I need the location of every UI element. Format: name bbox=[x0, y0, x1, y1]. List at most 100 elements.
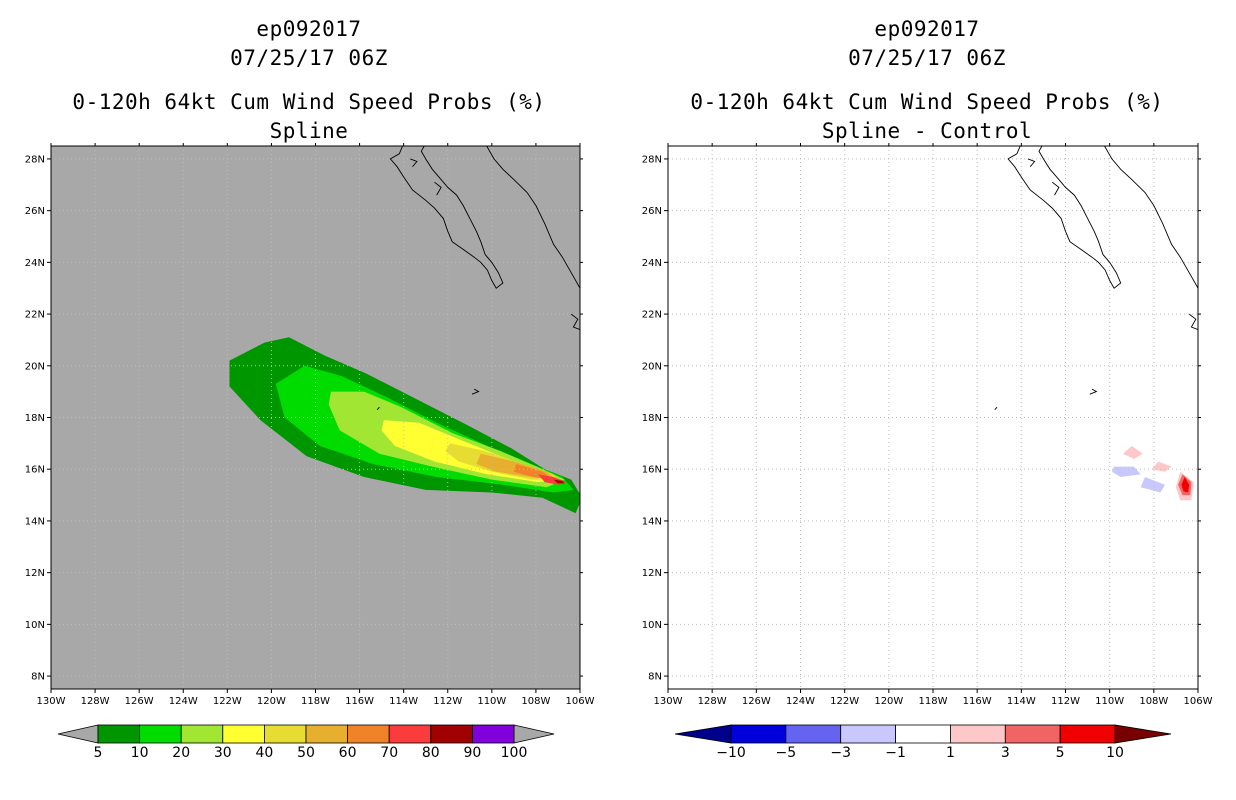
coastline bbox=[389, 146, 504, 289]
x-tick-label: 126W bbox=[742, 696, 771, 707]
storm-id: ep092017 bbox=[256, 17, 362, 41]
left-panel: ep092017 07/25/17 06Z 0-120h 64kt Cum Wi… bbox=[25, 17, 595, 761]
coastline bbox=[1052, 181, 1060, 196]
x-tick-label: 108W bbox=[1139, 696, 1168, 707]
colorbar-swatch bbox=[222, 724, 265, 744]
x-tick-label: 106W bbox=[566, 696, 595, 707]
colorbar-label: 40 bbox=[255, 745, 273, 761]
y-tick-label: 22N bbox=[642, 310, 662, 321]
x-tick-label: 124W bbox=[169, 696, 198, 707]
colorbar-label: 90 bbox=[463, 745, 481, 761]
chart-subtitle: Spline - Control bbox=[821, 119, 1033, 143]
y-tick-label: 16N bbox=[642, 465, 662, 476]
x-tick-label: 128W bbox=[81, 696, 110, 707]
chart-subtitle: Spline bbox=[269, 119, 349, 143]
colorbar-over bbox=[513, 724, 555, 744]
contour--3--1 bbox=[1140, 477, 1165, 493]
colorbar-swatch bbox=[471, 724, 515, 744]
colorbar-swatch bbox=[180, 724, 224, 744]
colorbar-label: 1 bbox=[946, 745, 955, 761]
y-tick-label: 14N bbox=[642, 516, 662, 527]
y-tick-label: 10N bbox=[642, 620, 662, 631]
colorbar: 5 10 20 30 40 50 60 70 80 90 100 bbox=[57, 724, 555, 761]
colorbar-label: 5 bbox=[1056, 745, 1065, 761]
x-tick-label: 126W bbox=[125, 696, 154, 707]
x-tick-label: 118W bbox=[919, 696, 948, 707]
colorbar-label: −3 bbox=[830, 745, 851, 761]
y-tick-label: 14N bbox=[25, 516, 45, 527]
y-tick-label: 20N bbox=[642, 361, 662, 372]
x-tick-label: 120W bbox=[874, 696, 903, 707]
colorbar-label: 80 bbox=[422, 745, 440, 761]
y-tick-label: 26N bbox=[642, 206, 662, 217]
colorbar-swatch bbox=[347, 724, 390, 744]
x-tick-label: 116W bbox=[345, 696, 374, 707]
colorbar-swatch bbox=[730, 724, 787, 744]
colorbar-swatch bbox=[950, 724, 1006, 744]
colorbar-label: −1 bbox=[885, 745, 906, 761]
probability-map: 130W 128W 126W 124W 122W 120W 118W 116W 114W 112W… bbox=[25, 143, 595, 761]
colorbar-label: 30 bbox=[214, 745, 232, 761]
y-tick-label: 18N bbox=[642, 413, 662, 424]
plot-area bbox=[668, 146, 1198, 689]
x-tick-label: 130W bbox=[37, 696, 66, 707]
difference-map: 130W 128W 126W 124W 122W 120W 118W 116W 114W 112W… bbox=[642, 143, 1213, 761]
coastline bbox=[994, 406, 998, 410]
x-tick-label: 128W bbox=[698, 696, 727, 707]
colorbar-over bbox=[1114, 724, 1172, 744]
coastline bbox=[486, 146, 580, 289]
coastline bbox=[1188, 313, 1198, 331]
x-tick-label: 106W bbox=[1184, 696, 1213, 707]
datetime: 07/25/17 06Z bbox=[230, 46, 388, 70]
plot-area bbox=[51, 146, 580, 689]
colorbar: −10 −5 −3 −1 1 3 5 10 bbox=[674, 724, 1172, 761]
colorbar-swatch bbox=[139, 724, 182, 744]
contour--3--1 bbox=[1111, 466, 1141, 477]
y-tick-label: 12N bbox=[642, 568, 662, 579]
y-tick-label: 28N bbox=[642, 154, 662, 165]
y-tick-label: 16N bbox=[25, 465, 45, 476]
contour-1-3 bbox=[1122, 445, 1143, 459]
coastline bbox=[434, 181, 442, 196]
colorbar-swatch bbox=[1004, 724, 1061, 744]
y-tick-label: 12N bbox=[25, 568, 45, 579]
chart-title: 0-120h 64kt Cum Wind Speed Probs (%) bbox=[690, 90, 1164, 114]
colorbar-label: 10 bbox=[1106, 745, 1124, 761]
colorbar-label: 70 bbox=[380, 745, 398, 761]
coastline bbox=[570, 313, 580, 331]
y-tick-label: 10N bbox=[25, 620, 45, 631]
x-tick-label: 110W bbox=[477, 696, 506, 707]
x-tick-label: 122W bbox=[830, 696, 859, 707]
x-tick-label: 116W bbox=[963, 696, 992, 707]
storm-id: ep092017 bbox=[874, 17, 980, 41]
x-tick-label: 120W bbox=[257, 696, 286, 707]
contour-80-90 bbox=[553, 479, 565, 484]
colorbar-swatch bbox=[305, 724, 348, 744]
colorbar-label: 3 bbox=[1001, 745, 1010, 761]
colorbar-swatch bbox=[895, 724, 951, 744]
colorbar-label: 20 bbox=[172, 745, 190, 761]
colorbar-under bbox=[674, 724, 732, 744]
colorbar-label: −5 bbox=[776, 745, 797, 761]
x-tick-label: 118W bbox=[301, 696, 330, 707]
colorbar-swatch bbox=[430, 724, 473, 744]
coastline bbox=[410, 158, 418, 167]
y-tick-label: 8N bbox=[31, 672, 45, 683]
colorbar-swatch bbox=[785, 724, 842, 744]
coastline bbox=[376, 406, 380, 410]
coastline bbox=[1007, 146, 1122, 289]
contour-5-10 bbox=[1181, 477, 1190, 493]
colorbar-label: 100 bbox=[501, 745, 528, 761]
x-tick-label: 108W bbox=[521, 696, 550, 707]
y-tick-label: 26N bbox=[25, 206, 45, 217]
y-tick-label: 22N bbox=[25, 310, 45, 321]
y-tick-label: 8N bbox=[648, 672, 662, 683]
x-tick-label: 112W bbox=[1051, 696, 1080, 707]
colorbar-under bbox=[57, 724, 99, 744]
x-tick-label: 110W bbox=[1095, 696, 1124, 707]
colorbar-label: 10 bbox=[131, 745, 149, 761]
x-tick-label: 124W bbox=[786, 696, 815, 707]
x-tick-label: 122W bbox=[213, 696, 242, 707]
colorbar-swatch bbox=[97, 724, 140, 744]
coastline bbox=[1089, 388, 1098, 395]
